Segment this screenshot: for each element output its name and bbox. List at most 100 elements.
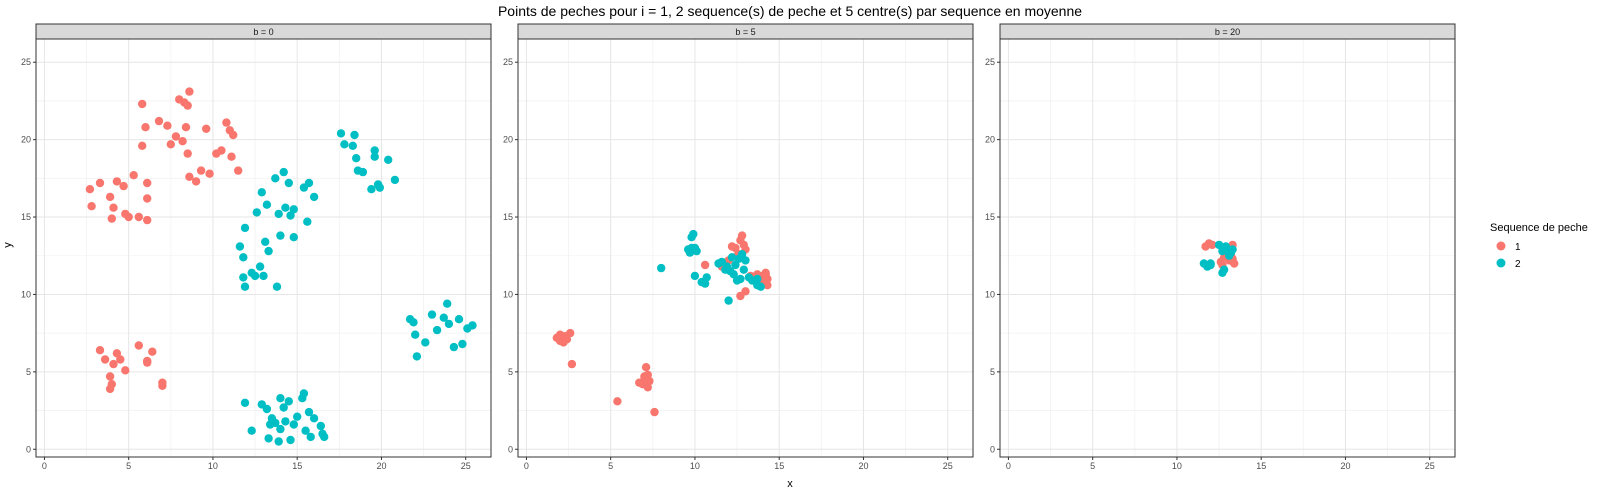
data-point	[439, 313, 448, 322]
data-point	[761, 270, 770, 279]
data-point	[427, 310, 437, 319]
data-point	[309, 192, 319, 202]
data-point	[412, 352, 422, 361]
data-point	[272, 282, 282, 291]
y-tick-label: 20	[21, 135, 31, 145]
data-point	[370, 146, 379, 155]
y-tick-label: 20	[985, 135, 995, 145]
data-point	[276, 424, 285, 434]
data-point	[309, 414, 319, 423]
data-point	[116, 355, 125, 364]
data-point	[274, 209, 283, 219]
data-point	[87, 202, 96, 211]
data-point	[613, 397, 622, 406]
data-point	[227, 152, 236, 161]
data-point	[154, 116, 164, 126]
y-tick-label: 25	[503, 57, 513, 67]
data-point	[250, 271, 260, 281]
legend-title: Sequence de peche	[1490, 222, 1588, 234]
legend-key-1	[1496, 241, 1506, 251]
data-point	[185, 172, 194, 181]
series-2	[657, 229, 765, 305]
data-point	[741, 256, 750, 265]
x-tick-label: 25	[1425, 461, 1435, 471]
x-tick-label: 10	[690, 461, 700, 471]
data-point	[279, 403, 288, 412]
data-point	[449, 342, 459, 352]
legend-label-2: 2	[1515, 259, 1521, 270]
y-tick-label: 0	[990, 444, 995, 454]
data-point	[257, 188, 266, 197]
panel-border	[517, 38, 974, 458]
data-point	[370, 152, 379, 161]
data-point	[281, 203, 290, 212]
y-tick-label: 15	[985, 212, 995, 222]
data-point	[264, 246, 273, 256]
y-tick-label: 0	[26, 444, 31, 454]
data-point	[95, 346, 105, 355]
data-point	[235, 242, 245, 251]
data-point	[143, 178, 152, 188]
data-point	[138, 141, 147, 150]
data-point	[1228, 245, 1237, 254]
data-point	[112, 349, 122, 358]
data-point	[443, 299, 452, 308]
data-point	[367, 185, 376, 194]
data-point	[458, 339, 467, 349]
x-tick-label: 15	[1256, 461, 1266, 471]
data-point	[350, 130, 359, 140]
data-point	[100, 355, 110, 364]
data-point	[301, 426, 310, 435]
data-point	[105, 192, 115, 202]
legend-key-2	[1496, 258, 1506, 268]
data-point	[274, 437, 283, 446]
y-tick-label: 15	[503, 212, 513, 222]
x-tick-label: 15	[292, 461, 302, 471]
data-point	[255, 262, 265, 271]
x-tick-label: 20	[1340, 461, 1350, 471]
data-point	[259, 271, 268, 281]
data-point	[95, 178, 105, 188]
data-point	[650, 407, 659, 417]
data-point	[756, 282, 765, 291]
chart-title: Points de peches pour i = 1, 2 sequence(…	[498, 3, 1082, 19]
x-axis-title: x	[787, 478, 793, 490]
data-point	[205, 169, 214, 178]
data-point	[166, 140, 175, 149]
x-tick-label: 25	[943, 461, 953, 471]
data-point	[299, 389, 309, 398]
x-tick-label: 0	[42, 461, 47, 471]
data-point	[109, 359, 118, 369]
data-point	[264, 434, 273, 443]
data-point	[143, 194, 152, 203]
data-point	[171, 132, 181, 141]
data-point	[737, 250, 747, 259]
x-tick-label: 10	[208, 461, 218, 471]
data-point	[261, 237, 270, 246]
y-tick-label: 20	[503, 135, 513, 145]
x-tick-label: 20	[376, 461, 386, 471]
y-axis-title: y	[2, 242, 14, 248]
panel-border	[35, 38, 492, 458]
data-point	[690, 271, 700, 281]
data-point	[271, 174, 280, 183]
data-point	[284, 178, 293, 188]
data-point	[141, 123, 150, 132]
y-tick-label: 25	[985, 57, 995, 67]
data-point	[239, 253, 248, 262]
data-point	[286, 435, 295, 445]
data-point	[421, 338, 430, 347]
data-point	[121, 366, 130, 375]
data-point	[276, 231, 285, 240]
data-point	[112, 177, 122, 186]
data-point	[306, 432, 315, 442]
data-point	[119, 181, 128, 191]
data-point	[105, 372, 115, 381]
plot-background	[36, 39, 491, 457]
data-point	[1206, 259, 1215, 268]
panel-3: b = 20 0 5 10 15 20 25 0 5 10 15 20 25	[985, 23, 1456, 471]
y-tick-label: 10	[985, 289, 995, 299]
data-point	[252, 208, 261, 217]
data-point	[109, 203, 118, 212]
